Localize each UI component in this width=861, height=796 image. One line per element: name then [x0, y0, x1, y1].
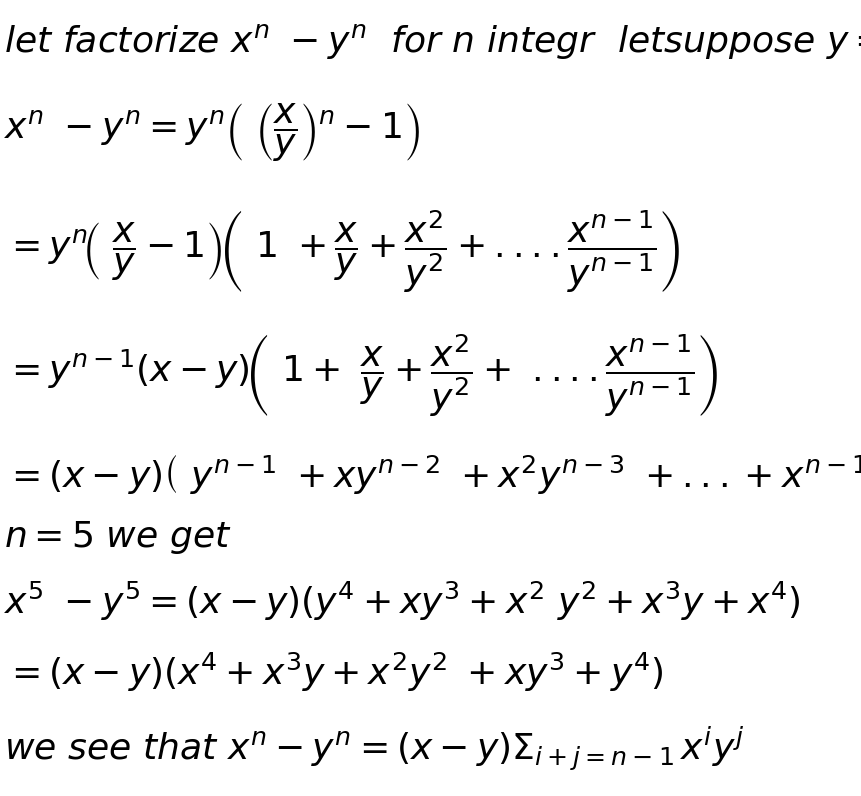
Text: $\mathit{let\ factorize\ }x^{n}\ -y^{n}\ \ \mathit{for\ n\ integr\ \ letsuppose\: $\mathit{let\ factorize\ }x^{n}\ -y^{n}\…	[4, 22, 861, 61]
Text: $\mathit{we\ see\ that\ }x^{n}-y^{n}{=}(x-y)\Sigma_{i+j=n-1}\,x^{i}y^{j}$: $\mathit{we\ see\ that\ }x^{n}-y^{n}{=}(…	[4, 724, 743, 773]
Text: $\mathit{n{=}5\ we\ get}$: $\mathit{n{=}5\ we\ get}$	[4, 519, 232, 556]
Text: $=y^{n-1}(x-y)\!\left(\ 1+\ \dfrac{x}{y}+\dfrac{x^{2}}{y^{2}}+\ ....\dfrac{x^{n-: $=y^{n-1}(x-y)\!\left(\ 1+\ \dfrac{x}{y}…	[4, 332, 717, 419]
Text: $x^{n}\ -y^{n}{=}y^{n}\left(\ \left(\dfrac{x}{y}\right)^{n}-1\right)$: $x^{n}\ -y^{n}{=}y^{n}\left(\ \left(\dfr…	[4, 102, 420, 164]
Text: $x^{5}\ -y^{5}{=}(x-y)(y^{4}+xy^{3}+x^{2}\ y^{2}+x^{3}y+x^{4})$: $x^{5}\ -y^{5}{=}(x-y)(y^{4}+xy^{3}+x^{2…	[4, 579, 800, 622]
Text: $=(x-y)\left(\ y^{n-1}\ +xy^{n-2}\ +x^{2}y^{n-3}\ +...+x^{n-1}\right)\ \mathit{f: $=(x-y)\left(\ y^{n-1}\ +xy^{n-2}\ +x^{2…	[4, 452, 861, 496]
Text: $=(x-y)(x^{4}+x^{3}y+x^{2}y^{2}\ +xy^{3}+y^{4})$: $=(x-y)(x^{4}+x^{3}y+x^{2}y^{2}\ +xy^{3}…	[4, 650, 663, 693]
Text: $=y^{n}\!\left(\ \dfrac{x}{y}-1\right)\!\left(\ 1\ +\dfrac{x}{y}+\dfrac{x^{2}}{y: $=y^{n}\!\left(\ \dfrac{x}{y}-1\right)\!…	[4, 209, 679, 295]
